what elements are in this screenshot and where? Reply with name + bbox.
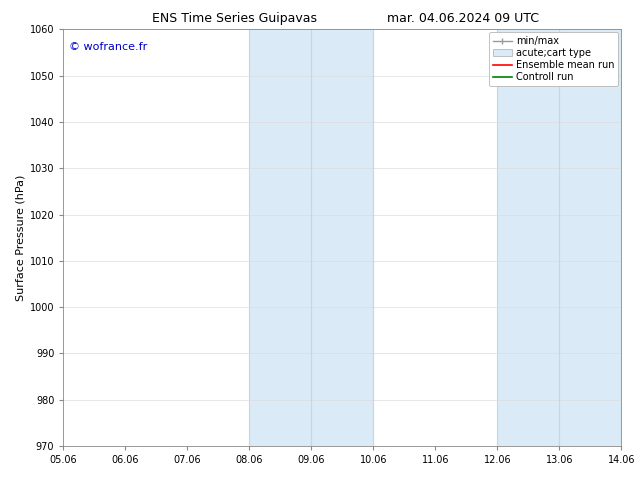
Legend: min/max, acute;cart type, Ensemble mean run, Controll run: min/max, acute;cart type, Ensemble mean …: [489, 32, 618, 86]
Text: © wofrance.fr: © wofrance.fr: [69, 42, 147, 52]
Y-axis label: Surface Pressure (hPa): Surface Pressure (hPa): [16, 174, 25, 301]
Bar: [249, 29, 373, 446]
Text: ENS Time Series Guipavas: ENS Time Series Guipavas: [152, 12, 317, 25]
Bar: [497, 29, 621, 446]
Text: mar. 04.06.2024 09 UTC: mar. 04.06.2024 09 UTC: [387, 12, 539, 25]
